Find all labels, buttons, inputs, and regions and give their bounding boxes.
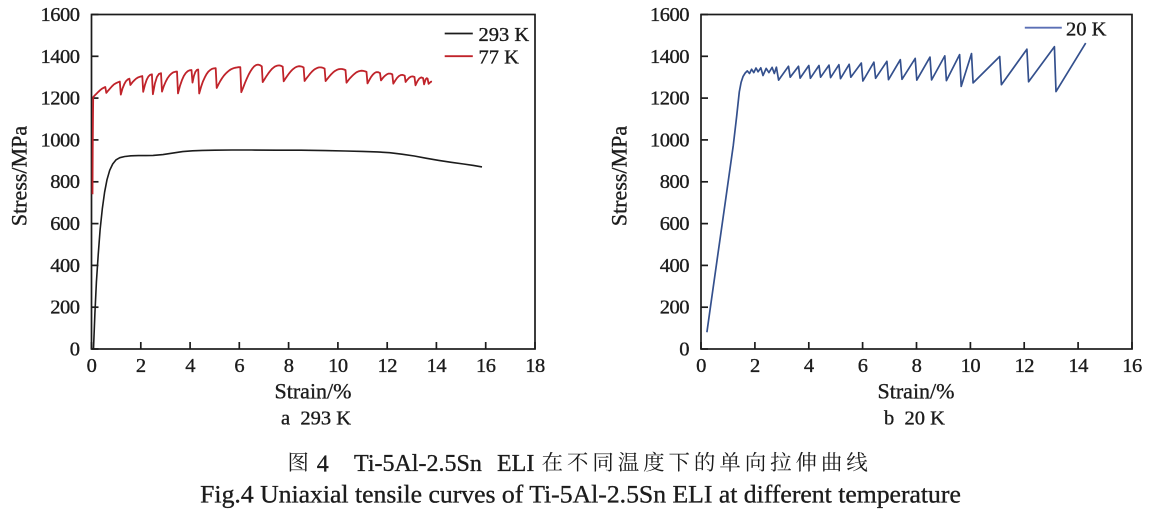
svg-text:800: 800 [660, 171, 690, 193]
svg-text:Ti-5Al-2.5Sn: Ti-5Al-2.5Sn [354, 451, 482, 477]
svg-text:1400: 1400 [650, 46, 689, 68]
svg-text:16: 16 [1122, 355, 1142, 377]
svg-text:Stress/MPa: Stress/MPa [7, 126, 32, 226]
svg-text:2: 2 [750, 355, 760, 377]
svg-text:0: 0 [696, 355, 706, 377]
svg-text:6: 6 [858, 355, 868, 377]
svg-text:16: 16 [476, 355, 496, 377]
svg-text:a 293 K: a 293 K [281, 408, 351, 430]
svg-text:400: 400 [50, 255, 80, 277]
svg-text:14: 14 [427, 355, 447, 377]
svg-text:ELI: ELI [497, 451, 534, 477]
svg-text:600: 600 [660, 213, 690, 235]
svg-text:1200: 1200 [41, 88, 80, 110]
svg-text:18: 18 [525, 355, 545, 377]
svg-text:1600: 1600 [650, 4, 689, 26]
svg-text:Strain/%: Strain/% [275, 379, 352, 404]
svg-text:0: 0 [70, 339, 80, 361]
svg-text:12: 12 [377, 355, 397, 377]
svg-text:4: 4 [185, 355, 195, 377]
svg-text:b 20 K: b 20 K [884, 408, 945, 430]
svg-text:20 K: 20 K [1066, 19, 1107, 41]
svg-text:14: 14 [1068, 355, 1088, 377]
svg-text:10: 10 [328, 355, 348, 377]
svg-text:1400: 1400 [41, 46, 80, 68]
svg-text:1000: 1000 [41, 129, 80, 151]
svg-text:2: 2 [136, 355, 146, 377]
svg-text:Stress/MPa: Stress/MPa [607, 126, 632, 226]
svg-text:8: 8 [912, 355, 922, 377]
svg-text:77 K: 77 K [479, 47, 520, 69]
svg-text:293 K: 293 K [479, 24, 530, 46]
svg-text:4: 4 [804, 355, 814, 377]
svg-text:0: 0 [679, 339, 689, 361]
svg-text:1200: 1200 [650, 88, 689, 110]
svg-text:Strain/%: Strain/% [878, 379, 955, 404]
svg-text:1600: 1600 [41, 4, 80, 26]
svg-text:600: 600 [50, 213, 80, 235]
svg-text:400: 400 [660, 255, 690, 277]
svg-text:200: 200 [50, 297, 80, 319]
svg-text:6: 6 [234, 355, 244, 377]
svg-text:200: 200 [660, 297, 690, 319]
svg-text:8: 8 [284, 355, 294, 377]
svg-text:10: 10 [961, 355, 981, 377]
svg-text:800: 800 [50, 171, 80, 193]
svg-text:4: 4 [317, 451, 329, 477]
svg-text:Fig.4 Uniaxial tensile curves: Fig.4 Uniaxial tensile curves of Ti-5Al-… [200, 480, 961, 509]
svg-text:12: 12 [1014, 355, 1034, 377]
svg-text:0: 0 [87, 355, 97, 377]
svg-text:1000: 1000 [650, 129, 689, 151]
